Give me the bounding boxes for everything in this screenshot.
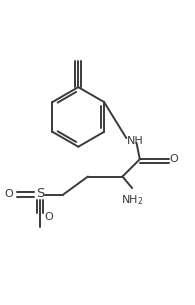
Text: NH$_2$: NH$_2$ bbox=[121, 193, 143, 207]
Text: S: S bbox=[36, 187, 44, 200]
Text: O: O bbox=[45, 212, 53, 222]
Text: NH: NH bbox=[127, 136, 144, 146]
Text: O: O bbox=[170, 154, 178, 164]
Text: O: O bbox=[4, 189, 13, 199]
